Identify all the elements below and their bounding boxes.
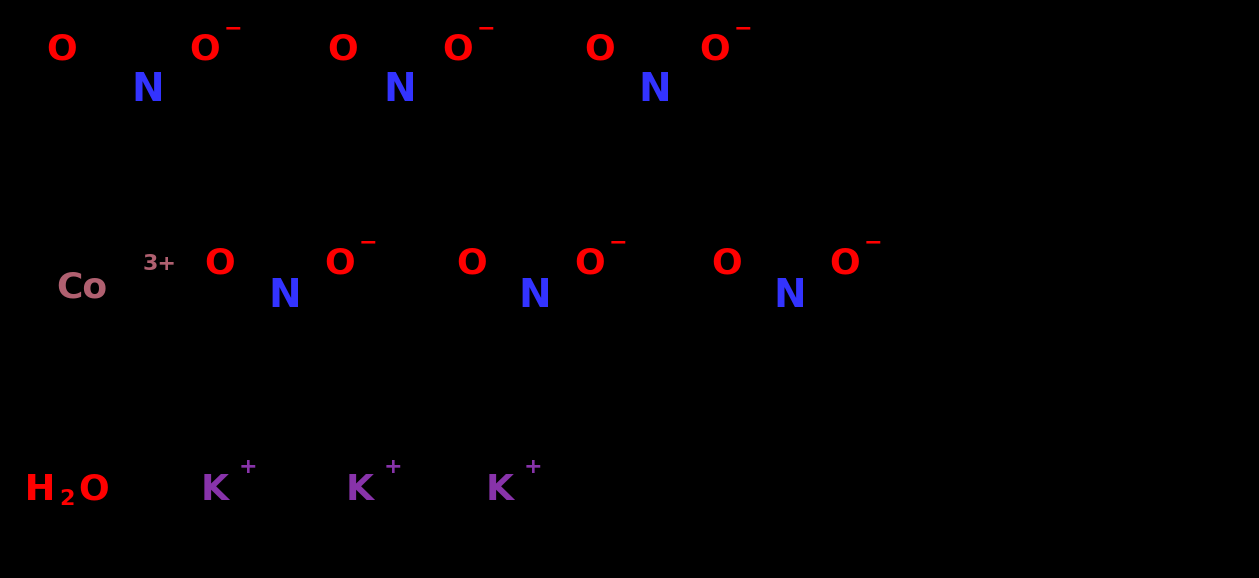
Text: O: O bbox=[190, 33, 220, 67]
Text: O: O bbox=[325, 247, 355, 281]
Text: O: O bbox=[711, 247, 743, 281]
Text: H: H bbox=[25, 473, 55, 507]
Text: O: O bbox=[47, 33, 77, 67]
Text: −: − bbox=[864, 232, 883, 252]
Text: O: O bbox=[584, 33, 616, 67]
Text: N: N bbox=[384, 71, 417, 109]
Text: O: O bbox=[700, 33, 730, 67]
Text: O: O bbox=[78, 473, 108, 507]
Text: O: O bbox=[443, 33, 473, 67]
Text: O: O bbox=[327, 33, 359, 67]
Text: 3+: 3+ bbox=[142, 254, 176, 274]
Text: −: − bbox=[359, 232, 376, 252]
Text: +: + bbox=[384, 457, 402, 477]
Text: −: − bbox=[223, 18, 242, 38]
Text: O: O bbox=[205, 247, 235, 281]
Text: +: + bbox=[238, 457, 257, 477]
Text: H: H bbox=[25, 473, 55, 507]
Text: N: N bbox=[268, 277, 301, 315]
Text: K: K bbox=[346, 473, 374, 507]
Text: Co: Co bbox=[57, 270, 107, 304]
Text: N: N bbox=[774, 277, 806, 315]
Text: K: K bbox=[486, 473, 514, 507]
Text: N: N bbox=[132, 71, 165, 109]
Text: O: O bbox=[574, 247, 606, 281]
Text: O: O bbox=[457, 247, 487, 281]
Text: O: O bbox=[830, 247, 860, 281]
Text: 2: 2 bbox=[59, 488, 74, 509]
Text: H: H bbox=[25, 473, 55, 507]
Text: −: − bbox=[734, 18, 752, 38]
Text: N: N bbox=[638, 71, 671, 109]
Text: +: + bbox=[524, 457, 543, 477]
Text: −: − bbox=[608, 232, 627, 252]
Text: K: K bbox=[201, 473, 229, 507]
Text: −: − bbox=[476, 18, 495, 38]
Text: N: N bbox=[519, 277, 551, 315]
